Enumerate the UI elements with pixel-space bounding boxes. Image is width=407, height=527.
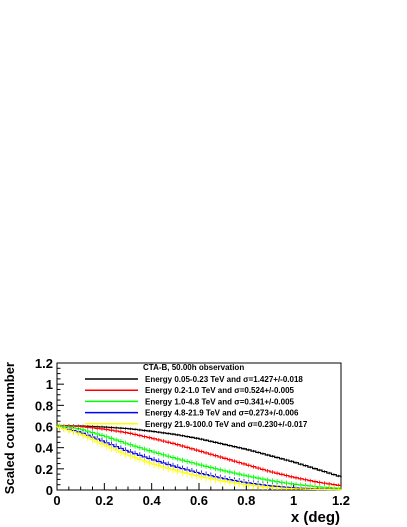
data-point — [198, 437, 200, 440]
data-point — [198, 475, 200, 478]
data-point — [221, 469, 224, 472]
data-point — [150, 462, 153, 465]
data-point — [174, 469, 177, 472]
data-point — [150, 450, 153, 453]
data-point — [127, 454, 129, 456]
data-point — [245, 463, 248, 466]
data-point — [79, 428, 82, 430]
data-point — [127, 427, 129, 430]
data-point — [292, 483, 295, 485]
x-tick-label: 0.8 — [237, 493, 255, 508]
data-point — [174, 433, 177, 436]
series-error-bars — [58, 423, 340, 490]
legend: CTA-B, 50.00h observation Energy 0.05-0.2… — [85, 363, 308, 429]
data-point — [103, 426, 106, 428]
data-point — [340, 484, 342, 487]
data-point — [221, 443, 224, 445]
data-point — [316, 488, 319, 491]
data-point — [150, 430, 153, 433]
data-point — [245, 474, 248, 477]
data-point — [79, 433, 82, 435]
data-point — [150, 458, 153, 461]
data-point — [79, 425, 82, 428]
data-point — [221, 480, 224, 482]
data-point — [245, 448, 248, 451]
data-point — [56, 425, 58, 428]
data-point — [292, 461, 295, 463]
series-line — [57, 426, 341, 491]
data-point — [340, 488, 342, 491]
data-point — [316, 486, 319, 488]
series-5 — [56, 423, 342, 491]
y-tick-label: 0 — [46, 483, 53, 498]
data-point — [316, 481, 319, 483]
x-tick-label: 0.4 — [143, 493, 162, 508]
series-error-bars — [58, 423, 340, 490]
data-point — [221, 477, 224, 480]
data-point — [198, 472, 200, 474]
x-tick-label: 0.6 — [190, 493, 208, 508]
data-point — [150, 437, 153, 439]
y-tick-label: 1.2 — [35, 356, 53, 371]
data-point — [127, 450, 129, 453]
data-point — [103, 428, 106, 430]
data-point — [269, 470, 271, 473]
x-tick-label: 1.2 — [332, 493, 350, 508]
legend-entry: Energy 21.9-100.0 TeV and σ=0.230+/-0.01… — [145, 420, 308, 429]
data-point — [292, 487, 295, 490]
data-point — [174, 457, 177, 460]
series-2 — [56, 423, 342, 488]
data-point — [269, 486, 271, 489]
data-point — [292, 476, 295, 479]
data-point — [269, 454, 271, 457]
data-point — [245, 481, 248, 484]
data-point — [198, 463, 200, 466]
y-tick-label: 1 — [46, 377, 53, 392]
data-point — [316, 468, 319, 471]
series-error-bars — [58, 423, 340, 490]
x-tick-label: 1 — [290, 493, 297, 508]
data-point — [269, 479, 271, 482]
data-point — [340, 475, 342, 478]
y-axis-label: Scaled count number — [2, 362, 17, 494]
x-axis-label: x (deg) — [291, 509, 340, 526]
data-point — [174, 465, 177, 468]
data-point — [103, 435, 106, 437]
data-point — [221, 456, 224, 459]
legend-entry: Energy 4.8-21.9 TeV and σ=0.273+/-0.006 — [145, 409, 299, 418]
data-point — [103, 444, 106, 446]
data-point — [103, 441, 106, 443]
data-point — [127, 432, 129, 434]
data-point — [174, 443, 177, 445]
legend-title: CTA-B, 50.00h observation — [143, 363, 244, 372]
y-tick-label: 0.2 — [35, 462, 53, 477]
y-tick-label: 0.6 — [35, 420, 53, 435]
series-3 — [56, 423, 342, 490]
data-point — [127, 443, 129, 445]
data-point — [245, 483, 248, 486]
legend-entry: Energy 1.0-4.8 TeV and σ=0.341+/-0.005 — [145, 397, 295, 406]
data-point — [198, 450, 200, 452]
legend-entry: Energy 0.05-0.23 TeV and σ=1.427+/-0.018 — [145, 375, 303, 384]
data-point — [269, 484, 271, 487]
plot-area: 0 0.2 0.4 0.6 0.8 1 1.2 0 0.2 0.4 0.6 0.8 1 1.2 — [35, 356, 350, 508]
x-tick-label: 0 — [53, 493, 60, 508]
x-tick-label: 0.2 — [95, 493, 113, 508]
y-tick-label: 0.8 — [35, 398, 53, 413]
y-tick-label: 0.4 — [35, 441, 54, 456]
series-line — [57, 426, 341, 491]
legend-entry: Energy 0.2-1.0 TeV and σ=0.524+/-0.005 — [145, 386, 295, 395]
